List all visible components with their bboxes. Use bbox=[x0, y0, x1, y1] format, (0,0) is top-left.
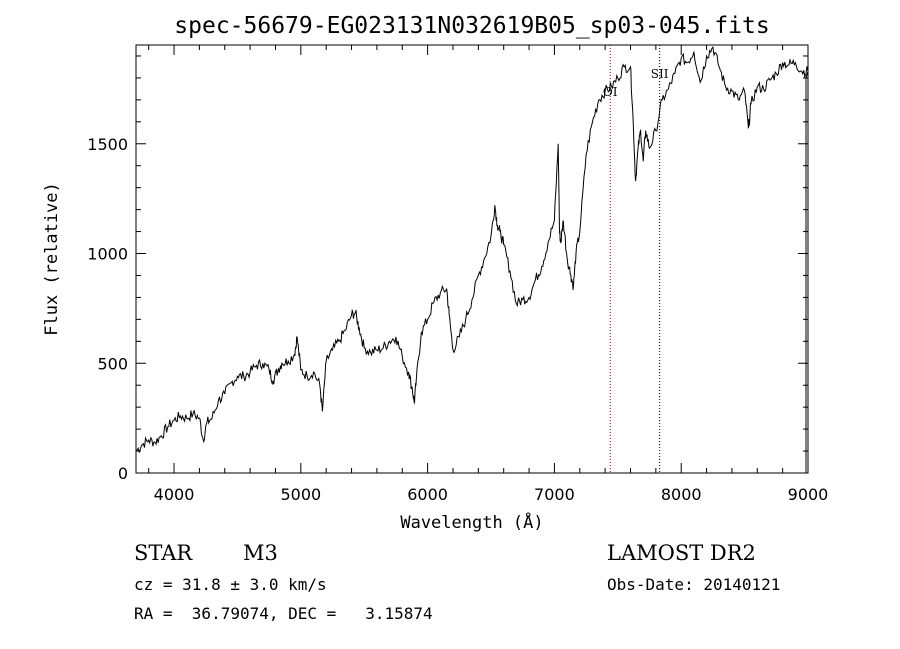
y-axis: 0 500 1000 1500 bbox=[87, 55, 808, 483]
y-tick-label: 500 bbox=[97, 354, 128, 373]
object-subclass: M3 bbox=[243, 541, 278, 565]
plot-frame bbox=[135, 44, 809, 474]
x-axis: 4000 5000 6000 7000 8000 9000 bbox=[148, 45, 829, 504]
annotation-label-oi: OI bbox=[603, 85, 618, 99]
x-tick-label: 7000 bbox=[534, 485, 575, 504]
plot-area: 4000 5000 6000 7000 8000 9000 0 500 1000 1500 OI… bbox=[87, 44, 829, 504]
x-tick-label: 6000 bbox=[407, 485, 448, 504]
y-tick-label: 1000 bbox=[87, 245, 128, 264]
x-axis-label: Wavelength (Å) bbox=[400, 511, 543, 533]
x-tick-label: 4000 bbox=[154, 485, 195, 504]
annotation-label-sii: SII bbox=[651, 67, 669, 81]
chart-title: spec-56679-EG023131N032619B05_sp03-045.f… bbox=[174, 13, 769, 39]
line-annotations: OI SII bbox=[603, 45, 669, 473]
object-class: STAR bbox=[134, 541, 193, 565]
redshift-readout: cz = 31.8 ± 3.0 km/s bbox=[134, 575, 327, 594]
coordinates-readout: RA = 36.79074, DEC = 3.15874 bbox=[134, 604, 433, 623]
y-axis-label: Flux (relative) bbox=[42, 182, 62, 336]
x-tick-label: 5000 bbox=[280, 485, 321, 504]
spectrum-line bbox=[135, 46, 809, 473]
y-tick-label: 1500 bbox=[87, 135, 128, 154]
obs-date: Obs-Date: 20140121 bbox=[607, 575, 781, 594]
y-tick-label: 0 bbox=[118, 464, 128, 483]
x-tick-label: 9000 bbox=[788, 485, 829, 504]
survey-name: LAMOST DR2 bbox=[607, 541, 756, 565]
x-tick-label: 8000 bbox=[661, 485, 702, 504]
